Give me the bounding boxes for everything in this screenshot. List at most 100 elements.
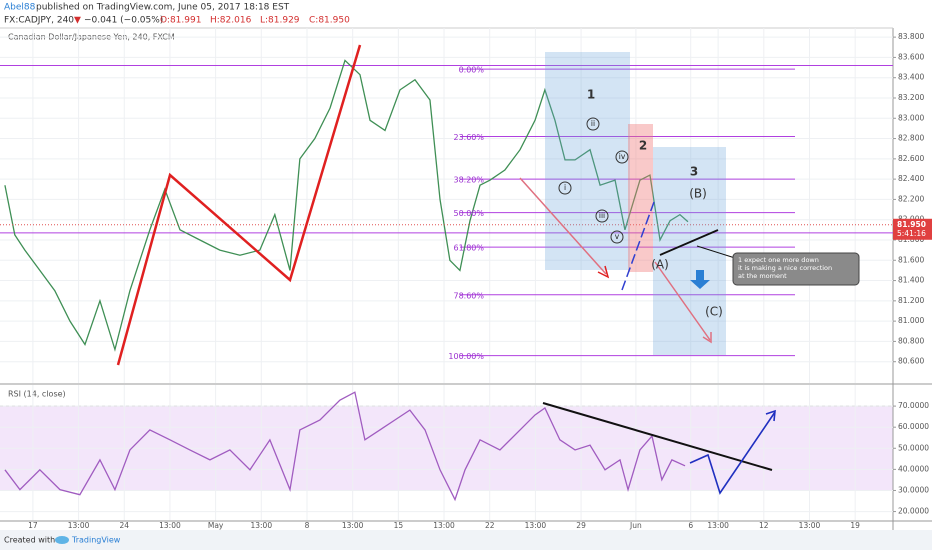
wave-label: (C)	[705, 305, 723, 319]
y-tick-label: 83.200	[898, 93, 924, 102]
x-tick-label: 13:00	[159, 521, 181, 530]
x-tick-label: 13:00	[342, 521, 364, 530]
sub-wave: ii	[591, 119, 595, 128]
change: −0.041 (−0.05%)	[84, 16, 163, 26]
x-tick-label: 15	[394, 521, 404, 530]
open: O:81.991	[160, 16, 201, 26]
countdown: 5:41:16	[897, 229, 926, 238]
x-tick-label: 13:00	[68, 521, 90, 530]
sub-wave: iii	[599, 211, 605, 220]
x-tick-label: Jun	[629, 521, 642, 530]
x-tick-label: 17	[28, 521, 38, 530]
comment-line: at the moment	[738, 272, 787, 280]
series-line	[4, 391, 686, 502]
footer-created: Created with	[4, 536, 55, 545]
x-tick-label: 13:00	[525, 521, 547, 530]
y-tick-label: 83.400	[898, 73, 924, 82]
arrow	[621, 201, 655, 291]
x-tick-label: 8	[305, 521, 310, 530]
down-icon	[690, 270, 710, 289]
fib-label: 38.20%	[453, 176, 484, 185]
wave-label: (A)	[651, 258, 669, 272]
y-tick-label: 83.800	[898, 32, 924, 41]
arrowhead	[597, 265, 610, 279]
y-tick-label: 80.600	[898, 357, 924, 366]
y-tick-label: 83.000	[898, 113, 924, 122]
fib-label: 78.60%	[453, 291, 484, 300]
footer-bar	[0, 530, 932, 550]
wave-label: 3	[690, 165, 698, 179]
footer-brand[interactable]: TradingView	[71, 536, 121, 545]
wave-box	[545, 52, 630, 270]
fib-label: 61.80%	[453, 244, 484, 253]
wave-label: 1	[587, 88, 595, 102]
y-tick-label: 30.0000	[898, 485, 929, 494]
x-tick-label: 13:00	[799, 521, 821, 530]
y-tick-label: 60.0000	[898, 422, 929, 431]
fib-label: 50.00%	[453, 209, 484, 218]
y-tick-label: 81.400	[898, 276, 924, 285]
sub-wave-circle	[610, 230, 624, 244]
sub-wave-circle	[595, 209, 609, 223]
last-price-label: 81.950	[897, 220, 926, 229]
x-tick-label: 12	[759, 521, 769, 530]
comment-line: 1 expect one more down	[738, 256, 819, 264]
x-tick-label: May	[208, 521, 224, 530]
y-tick-label: 80.800	[898, 336, 924, 345]
y-tick-label: 82.600	[898, 154, 924, 163]
y-tick-label: 81.600	[898, 255, 924, 264]
y-tick-label: 81.000	[898, 316, 924, 325]
drawings: 1 2 3 (B) (A) (C) i ii iii iv v 1 expect…	[116, 44, 860, 495]
y-tick-label: 82.400	[898, 174, 924, 183]
x-tick-label: 13:00	[433, 521, 455, 530]
fib-label: 100.00%	[448, 352, 484, 361]
sub-wave-circle	[615, 150, 629, 164]
arrow	[519, 177, 607, 275]
author[interactable]: Abel88	[4, 3, 36, 13]
high: H:82.016	[210, 16, 252, 26]
wave-label: 2	[639, 139, 647, 153]
published: published on TradingView.com, June 05, 2…	[36, 3, 290, 13]
down-arrow: ▼	[74, 16, 81, 26]
x-tick-label: 13:00	[707, 521, 729, 530]
y-tick-label: 70.0000	[898, 401, 929, 410]
sub-wave: iv	[619, 152, 626, 161]
sub-wave-circle	[558, 181, 572, 195]
sub-wave: v	[615, 232, 620, 241]
y-tick-label: 82.200	[898, 194, 924, 203]
y-tick-label: 40.0000	[898, 464, 929, 473]
trend-line	[542, 402, 773, 471]
trend-line	[659, 229, 719, 256]
comment-box	[732, 252, 860, 286]
close: C:81.950	[309, 16, 350, 26]
trend-line	[116, 44, 362, 366]
fib-label: 0.00%	[459, 66, 485, 75]
sub-wave-circle	[586, 117, 600, 131]
y-tick-label: 82.800	[898, 134, 924, 143]
rsi-title: RSI (14, close)	[8, 390, 66, 399]
arrow	[654, 261, 711, 341]
wave-label: (B)	[689, 187, 707, 201]
y-tick-label: 50.0000	[898, 443, 929, 452]
sub-wave: i	[564, 183, 566, 192]
x-tick-label: 6	[688, 521, 693, 530]
y-tick-label: 81.200	[898, 296, 924, 305]
x-tick-label: 22	[485, 521, 495, 530]
symbol: FX:CADJPY, 240	[4, 16, 74, 26]
x-tick-label: 29	[576, 521, 586, 530]
path-arrow	[689, 411, 776, 495]
callout-line	[696, 245, 736, 259]
x-tick-label: 13:00	[250, 521, 272, 530]
last-price-box	[893, 218, 932, 240]
x-tick-label: 24	[119, 521, 129, 530]
y-tick-label: 20.0000	[898, 507, 929, 516]
fib-label: 23.60%	[453, 133, 484, 142]
comment-line: it is making a nice correction	[738, 264, 832, 272]
series-line	[4, 59, 689, 352]
arrowhead	[765, 409, 776, 422]
x-tick-label: 19	[850, 521, 860, 530]
low: L:81.929	[260, 16, 300, 26]
logo	[55, 536, 69, 544]
y-tick-label: 83.600	[898, 52, 924, 61]
